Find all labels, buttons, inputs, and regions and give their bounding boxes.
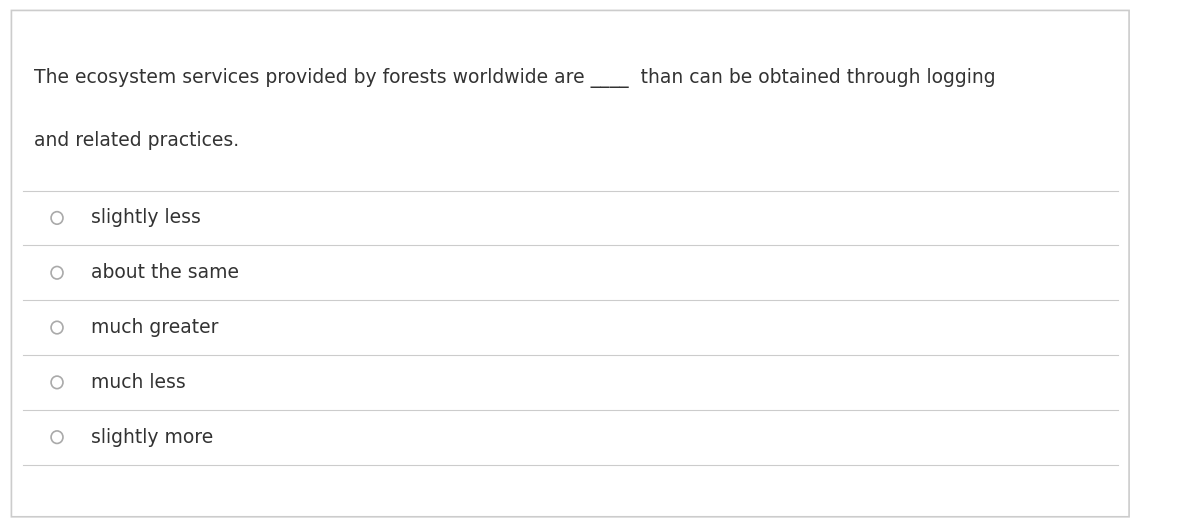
Ellipse shape <box>52 321 62 334</box>
Ellipse shape <box>52 431 62 443</box>
Text: The ecosystem services provided by forests worldwide are ____  than can be obtai: The ecosystem services provided by fores… <box>35 68 996 88</box>
Ellipse shape <box>52 376 62 388</box>
Text: much greater: much greater <box>91 318 218 337</box>
FancyBboxPatch shape <box>12 10 1129 517</box>
Ellipse shape <box>52 212 62 224</box>
Text: slightly more: slightly more <box>91 428 214 447</box>
Ellipse shape <box>52 266 62 279</box>
Text: much less: much less <box>91 373 186 392</box>
Text: about the same: about the same <box>91 263 239 282</box>
Text: and related practices.: and related practices. <box>35 132 239 150</box>
Text: slightly less: slightly less <box>91 208 202 228</box>
